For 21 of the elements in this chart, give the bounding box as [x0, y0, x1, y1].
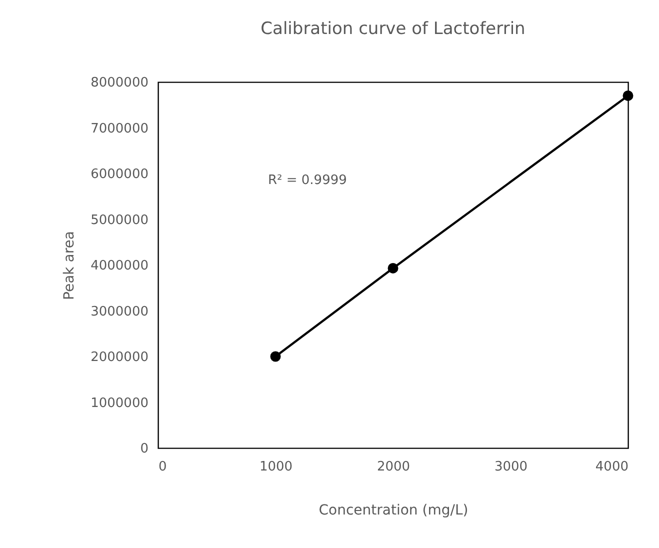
y-axis-title: Peak area [62, 231, 78, 300]
y-tick-label: 5000000 [90, 212, 148, 228]
y-tick-label: 7000000 [90, 121, 148, 136]
y-tick-label: 1000000 [90, 396, 148, 411]
y-tick-label: 8000000 [90, 76, 148, 90]
point [270, 351, 281, 362]
annotation: R² = 0.9999 [268, 173, 347, 188]
y-tick-label: 2000000 [90, 350, 148, 365]
x-axis-title: Concentration (mg/L) [318, 502, 468, 518]
x-tick-label: 1000 [259, 460, 293, 474]
point [388, 262, 398, 274]
y-tick-label: 0 [140, 442, 148, 456]
x-tick-label: 3000 [494, 460, 528, 474]
y-tick-label: 4000000 [90, 258, 148, 274]
y-tick-label: 3000000 [90, 304, 148, 320]
point [622, 90, 634, 101]
y-tick-label: 6000000 [90, 167, 148, 182]
chart-title: Calibration curve of Lactoferrin [260, 19, 526, 39]
x-tick-label: 2000 [376, 460, 410, 474]
x-tick-label: 0 [158, 460, 167, 474]
x-tick-label: 4000 [595, 460, 628, 474]
